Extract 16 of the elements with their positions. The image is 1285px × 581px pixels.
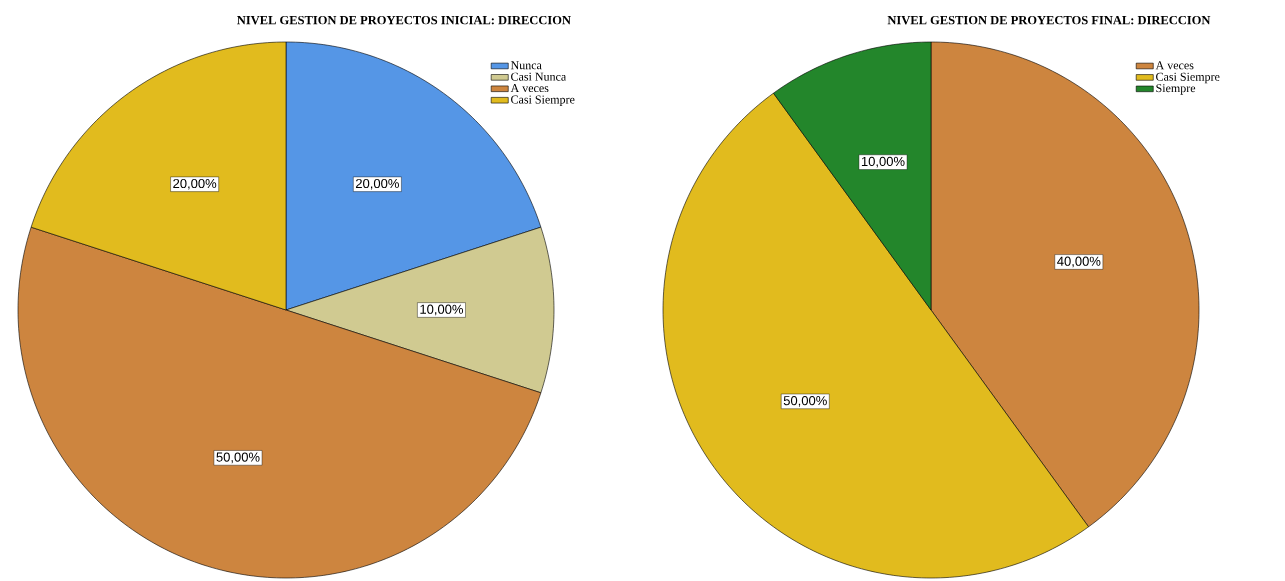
data-label: 20,00%	[173, 178, 217, 190]
legend-label: A veces	[510, 84, 549, 93]
legend-label: Siempre	[1156, 84, 1196, 95]
legend-label: Casi Siempre	[1156, 72, 1220, 84]
legend-label: Casi Nunca	[511, 72, 567, 81]
chart-title: NIVEL GESTION DE PROYECTOS FINAL: DIRECCION	[887, 15, 1211, 25]
data-label: 40,00%	[1057, 256, 1101, 268]
data-label: 10,00%	[861, 156, 905, 168]
data-label: 10,00%	[420, 304, 464, 316]
data-label: 50,00%	[216, 452, 260, 464]
data-label: 20,00%	[355, 178, 399, 190]
data-label: 50,00%	[783, 395, 827, 407]
legend-label: Nunca	[510, 61, 542, 70]
legend-label: A veces	[1155, 61, 1194, 70]
chart-title: NIVEL GESTION DE PROYECTOS INICIAL: DIRECCION	[237, 15, 571, 25]
legend-label: Casi Siempre	[511, 95, 575, 106]
